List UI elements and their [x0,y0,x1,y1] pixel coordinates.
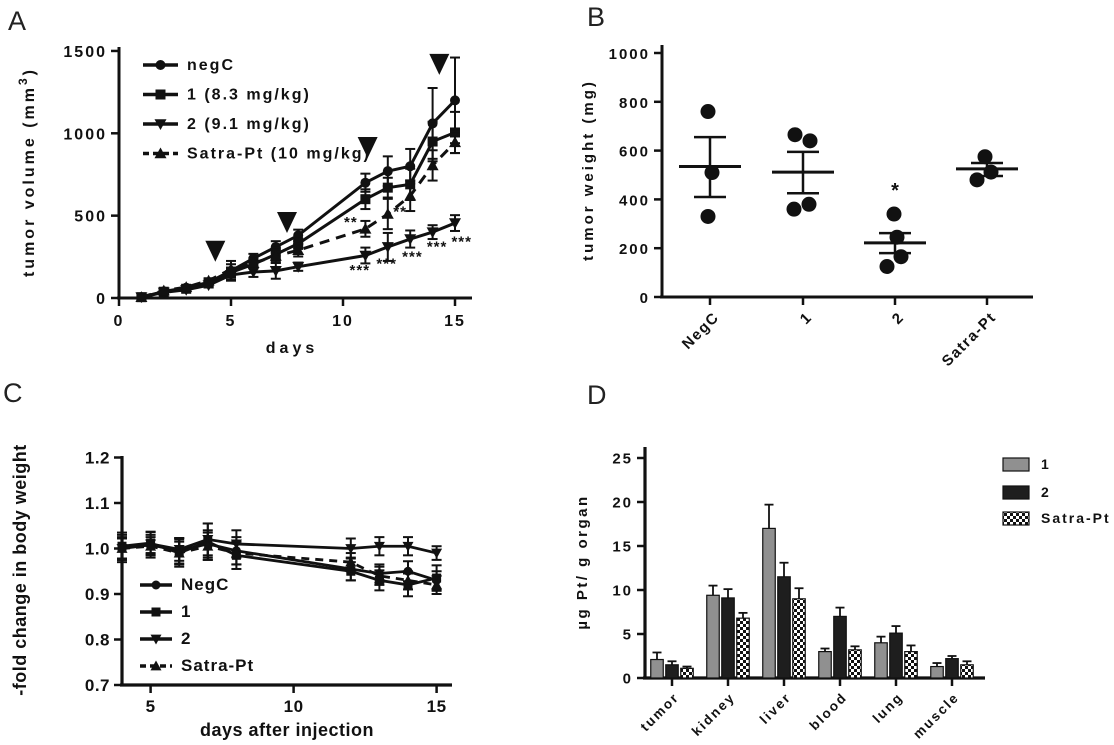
svg-text:2: 2 [1041,484,1051,500]
svg-text:liver: liver [757,690,794,727]
axes: 5 10 15 0.7 0.8 0.9 1.0 1.1 1.2 days after inject… [10,444,452,740]
panel-b-tumor-weight: B 0 200 400 600 800 1000 tumor weight (mg) NegC… [557,0,1114,372]
svg-text:Satra-Pt: Satra-Pt [939,309,1000,370]
series-satra-pt-10-mg-kg- [135,130,461,302]
legend: negC 1 (8.3 mg/kg) 2 (9.1 mg/kg) Satra-Pt (… [143,57,371,163]
tumor-weight-chart: 0 200 400 600 800 1000 tumor weight (mg) NegC 1 2… [580,45,1033,370]
svg-text:tumor: tumor [637,690,682,735]
tumor-volume-chart: 0 5 10 15 0 500 1000 1500 days tumor volume (mm3)… [16,44,472,357]
axes: 0 200 400 600 800 1000 tumor weight (mg) [580,45,1033,307]
panel-letter-c: C [3,378,23,408]
svg-text:1000: 1000 [609,46,650,63]
svg-text:negC: negC [187,57,235,74]
svg-text:10: 10 [612,583,633,600]
svg-text:5: 5 [146,697,156,716]
svg-text:µg Pt/ g organ: µg Pt/ g organ [574,494,591,629]
svg-text:**: ** [344,214,358,231]
svg-text:1: 1 [1041,456,1051,472]
svg-text:2: 2 [181,629,191,648]
svg-text:***: *** [376,255,397,272]
svg-text:25: 25 [612,451,633,468]
significance-annotations: ******* *** ****** *** [344,203,472,279]
series-negc [117,529,442,591]
svg-text:1.1: 1.1 [85,494,110,513]
svg-text:10: 10 [284,697,304,716]
svg-text:200: 200 [619,241,650,258]
pt-biodistribution-chart: 0 5 10 15 20 25 µg Pt/ g organ tumor kidney liver… [574,447,1111,742]
svg-text:blood: blood [806,690,850,734]
svg-text:400: 400 [619,192,650,209]
svg-text:lung: lung [870,690,906,726]
treatment-arrows [205,53,450,262]
group-negc [679,104,741,224]
axes: 0 5 10 15 20 25 µg Pt/ g organ [574,447,985,688]
svg-text:5: 5 [623,627,633,644]
category-labels: NegC 1 2 Satra-Pt [679,309,1000,370]
svg-text:800: 800 [619,95,650,112]
series-1-8-3-mg-kg- [136,110,460,303]
panel-letter-b: B [587,2,606,32]
svg-text:tumor weight (mg): tumor weight (mg) [580,79,597,261]
svg-text:NegC: NegC [679,309,723,353]
svg-text:15: 15 [612,539,633,556]
svg-text:15: 15 [427,697,447,716]
svg-text:days: days [266,340,318,357]
panel-a-tumor-volume: A 0 5 10 15 0 500 1000 1500 days tumor volume (mm… [0,0,557,372]
panel-letter-a: A [8,6,27,36]
svg-text:1: 1 [797,309,816,328]
svg-text:***: *** [402,248,423,265]
group-2: * [864,180,926,274]
svg-text:Satra-Pt: Satra-Pt [1041,510,1111,526]
svg-text:2 (9.1 mg/kg): 2 (9.1 mg/kg) [187,116,311,133]
svg-text:muscle: muscle [910,690,962,742]
group-1 [772,127,834,217]
svg-text:tumor volume (mm3): tumor volume (mm3) [16,67,38,277]
category-labels: tumor kidney liver blood lung muscle [637,690,962,742]
svg-text:***: *** [427,239,448,256]
series-satra-pt [116,531,443,595]
legend: 1 2 Satra-Pt [1002,456,1111,526]
svg-text:kidney: kidney [689,690,738,739]
svg-text:2: 2 [889,309,908,328]
svg-text:Satra-Pt (10 mg/kg): Satra-Pt (10 mg/kg) [187,146,371,163]
svg-text:1000: 1000 [63,126,107,143]
svg-text:***: *** [350,262,371,279]
svg-text:1.2: 1.2 [85,449,110,468]
svg-text:*: * [891,180,899,202]
svg-text:0.7: 0.7 [85,676,110,695]
svg-text:1500: 1500 [63,44,107,61]
svg-text:1 (8.3 mg/kg): 1 (8.3 mg/kg) [187,87,311,104]
svg-text:***: *** [451,234,472,251]
svg-text:0: 0 [114,313,125,330]
bars [650,503,974,679]
axes: 0 5 10 15 0 500 1000 1500 days tumor volume (mm3) [16,44,472,357]
panel-letter-d: D [587,380,607,410]
svg-text:1: 1 [181,602,191,621]
svg-text:0.8: 0.8 [85,631,110,650]
svg-text:5: 5 [226,313,237,330]
svg-text:15: 15 [444,313,466,330]
body-weight-chart: 5 10 15 0.7 0.8 0.9 1.0 1.1 1.2 days after inject… [10,444,452,740]
svg-text:Satra-Pt: Satra-Pt [181,656,254,675]
svg-text:0.9: 0.9 [85,585,110,604]
panel-c-body-weight: C 5 10 15 0.7 0.8 0.9 1.0 1.1 1.2 days after inje… [0,372,557,745]
svg-text:10: 10 [332,313,354,330]
svg-text:**: ** [393,203,407,220]
svg-text:NegC: NegC [181,575,229,594]
svg-text:days after injection: days after injection [200,720,374,740]
svg-text:600: 600 [619,144,650,161]
legend: NegC 1 2 Satra-Pt [140,575,254,675]
svg-text:20: 20 [612,495,633,512]
svg-text:0: 0 [623,671,633,688]
svg-text:500: 500 [74,209,107,226]
svg-text:-fold change in body weight: -fold change in body weight [10,444,30,696]
group-satra-pt [956,149,1018,188]
svg-text:1.0: 1.0 [85,540,110,559]
panel-d-biodistribution: D 0 5 10 15 20 25 µg Pt/ g organ tumor kidney liv… [557,372,1114,745]
svg-text:0: 0 [96,291,107,308]
svg-text:0: 0 [640,290,650,307]
